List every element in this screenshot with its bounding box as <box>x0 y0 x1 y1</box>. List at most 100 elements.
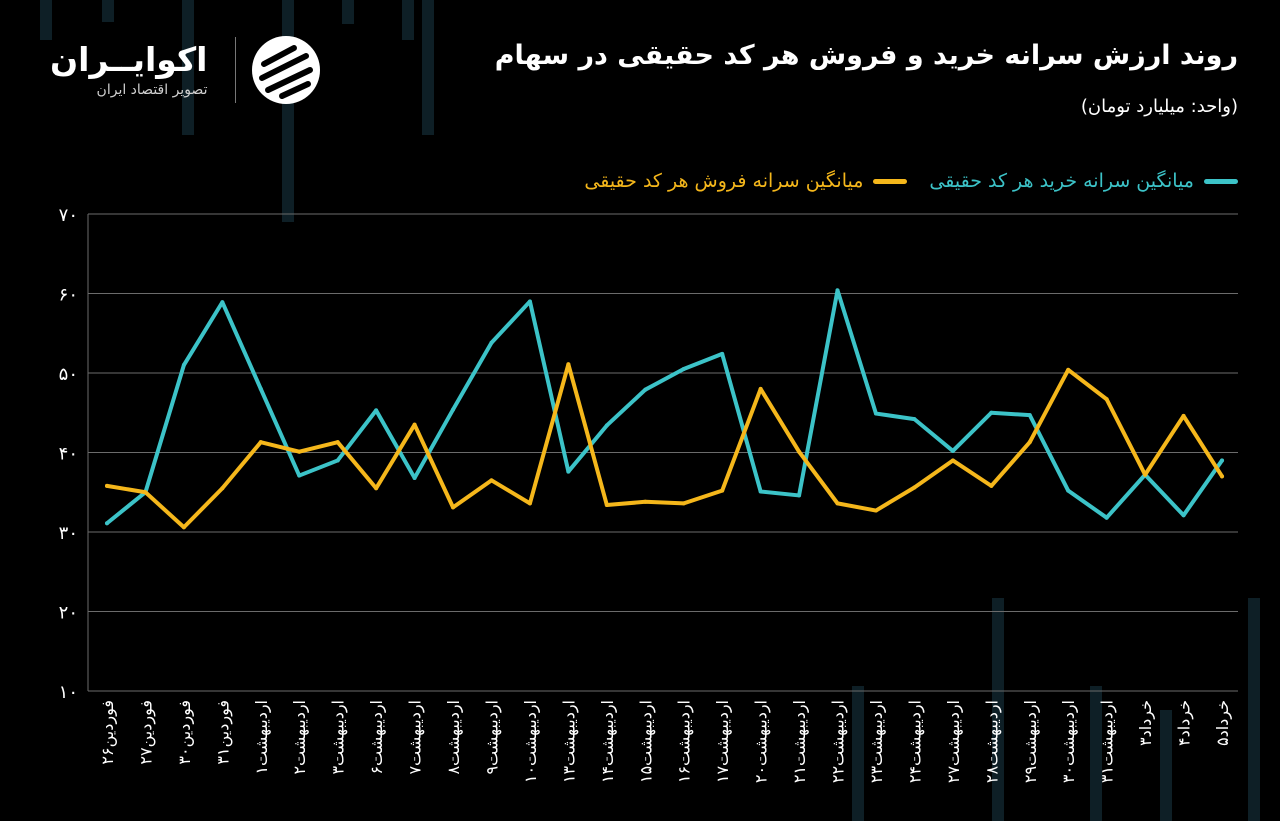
grid-layer <box>88 213 1238 692</box>
x-tick-label: اردیبهشت۱۰ <box>521 700 541 783</box>
sell-point <box>758 386 763 391</box>
sell-point <box>604 502 609 507</box>
x-tick-label: خرداد۵ <box>1213 700 1233 746</box>
sell-point <box>643 499 648 504</box>
buy-point <box>335 458 340 463</box>
buy-point <box>950 448 955 453</box>
x-tick-label: اردیبهشت۲۴ <box>905 700 925 783</box>
ecoiran-stripes-icon <box>252 36 321 104</box>
y-tick-label: ۵۰ <box>59 364 78 385</box>
x-tick-label: اردیبهشت۳۰ <box>1059 700 1079 783</box>
buy-point <box>1027 413 1032 418</box>
y-tick-label: ۷۰ <box>59 205 78 226</box>
buy-point <box>720 351 725 356</box>
x-tick-label: اردیبهشت۱۶ <box>675 700 695 783</box>
brand-logo: اکوایــران تصویر اقتصاد ایران <box>50 34 322 106</box>
sell-point <box>989 483 994 488</box>
sell-point <box>950 458 955 463</box>
buy-point <box>758 489 763 494</box>
chart-title: روند ارزش سرانه خرید و فروش هر کد حقیقی … <box>494 40 1238 71</box>
x-tick-label: فوردین۳۱ <box>213 700 233 765</box>
series-layer <box>105 288 1224 530</box>
buy-point <box>527 299 532 304</box>
sell-point <box>797 449 802 454</box>
buy-point <box>912 417 917 422</box>
x-tick-label: اردیبهشت۱۳ <box>559 700 579 783</box>
sell-point <box>527 501 532 506</box>
x-tick-label: فوردین۳۰ <box>175 700 195 765</box>
x-tick-label: اردیبهشت۲۷ <box>944 700 964 783</box>
sell-point <box>681 501 686 506</box>
buy-point <box>258 386 263 391</box>
buy-point <box>105 521 109 526</box>
buy-point <box>1104 515 1109 520</box>
x-tick-label: اردیبهشت۶ <box>367 700 387 775</box>
buy-point <box>797 493 802 498</box>
sell-point <box>143 490 148 495</box>
buy-point <box>1181 513 1186 518</box>
sell-point <box>1181 413 1186 418</box>
sell-point <box>105 483 109 488</box>
sell-point <box>566 362 571 367</box>
sell-point <box>220 486 225 491</box>
buy-point <box>1066 488 1071 493</box>
legend-item-buy: میانگین سرانه خرید هر کد حقیقی <box>929 170 1238 192</box>
x-tick-label: اردیبهشت۱ <box>252 700 272 775</box>
legend-item-sell: میانگین سرانه فروش هر کد حقیقی <box>584 170 908 192</box>
legend-swatch-sell <box>873 178 908 184</box>
legend-label-buy: میانگین سرانه خرید هر کد حقیقی <box>929 170 1194 192</box>
sell-point <box>912 485 917 490</box>
x-tick-labels: فوردین۲۶ فوردین۲۷ فوردین۳۰ فوردین۳۱ اردیبهشت… <box>98 700 1233 783</box>
buy-point <box>374 408 379 413</box>
y-tick-label: ۳۰ <box>59 523 78 544</box>
logo-text: اکوایــران تصویر اقتصاد ایران <box>50 41 208 99</box>
logo-tagline: تصویر اقتصاد ایران <box>96 82 208 99</box>
buy-point <box>604 423 609 428</box>
buy-point <box>643 387 648 392</box>
sell-point <box>1066 367 1071 372</box>
y-tick-label: ۱۰ <box>59 682 78 703</box>
x-tick-label: اردیبهشت۹ <box>482 700 502 775</box>
sell-point <box>374 486 379 491</box>
sell-point <box>451 505 456 510</box>
x-tick-label: خرداد۳ <box>1136 700 1156 746</box>
sell-point <box>412 422 417 427</box>
buy-point <box>835 288 840 293</box>
axis-layer: ۱۰ ۲۰ ۳۰ ۴۰ ۵۰ ۶۰ ۷۰ <box>59 205 89 703</box>
sell-point <box>1220 474 1224 479</box>
x-tick-label: اردیبهشت۱۵ <box>636 700 656 783</box>
buy-point <box>566 469 571 474</box>
x-tick-label: اردیبهشت۷ <box>406 700 426 775</box>
chart-legend: میانگین سرانه خرید هر کد حقیقی میانگین س… <box>562 170 1238 192</box>
buy-point <box>873 411 878 416</box>
x-tick-label: فوردین۲۶ <box>98 700 118 765</box>
sell-point <box>297 449 302 454</box>
chart-subtitle: (واحد: میلیارد تومان) <box>1080 96 1238 117</box>
buy-point <box>412 475 417 480</box>
x-tick-label: اردیبهشت۲۱ <box>790 700 810 783</box>
x-tick-label: اردیبهشت۸ <box>444 700 464 775</box>
sell-point <box>873 508 878 513</box>
buy-point <box>220 300 225 305</box>
buy-point <box>489 340 494 345</box>
x-tick-label: فوردین۲۷ <box>136 700 156 765</box>
x-tick-label: اردیبهشت۳۱ <box>1098 700 1118 783</box>
buy-point <box>681 367 686 372</box>
sell-point <box>181 525 186 530</box>
x-tick-label: خرداد۴ <box>1175 700 1195 746</box>
buy-point <box>181 363 186 368</box>
y-tick-label: ۲۰ <box>59 603 78 624</box>
sell-point <box>1143 472 1148 477</box>
buy-point <box>989 410 994 415</box>
buy-point <box>297 473 302 478</box>
sell-point <box>1027 440 1032 445</box>
y-tick-label: ۶۰ <box>59 285 78 306</box>
x-tick-label: اردیبهشت۲۹ <box>1021 700 1041 783</box>
x-tick-label: اردیبهشت۳ <box>329 700 349 775</box>
logo-divider <box>235 37 237 103</box>
sell-point <box>258 440 263 445</box>
x-tick-label: اردیبهشت۲۳ <box>867 700 887 783</box>
series-line-buy <box>105 288 1224 526</box>
x-tick-label: اردیبهشت۱۷ <box>713 700 733 783</box>
